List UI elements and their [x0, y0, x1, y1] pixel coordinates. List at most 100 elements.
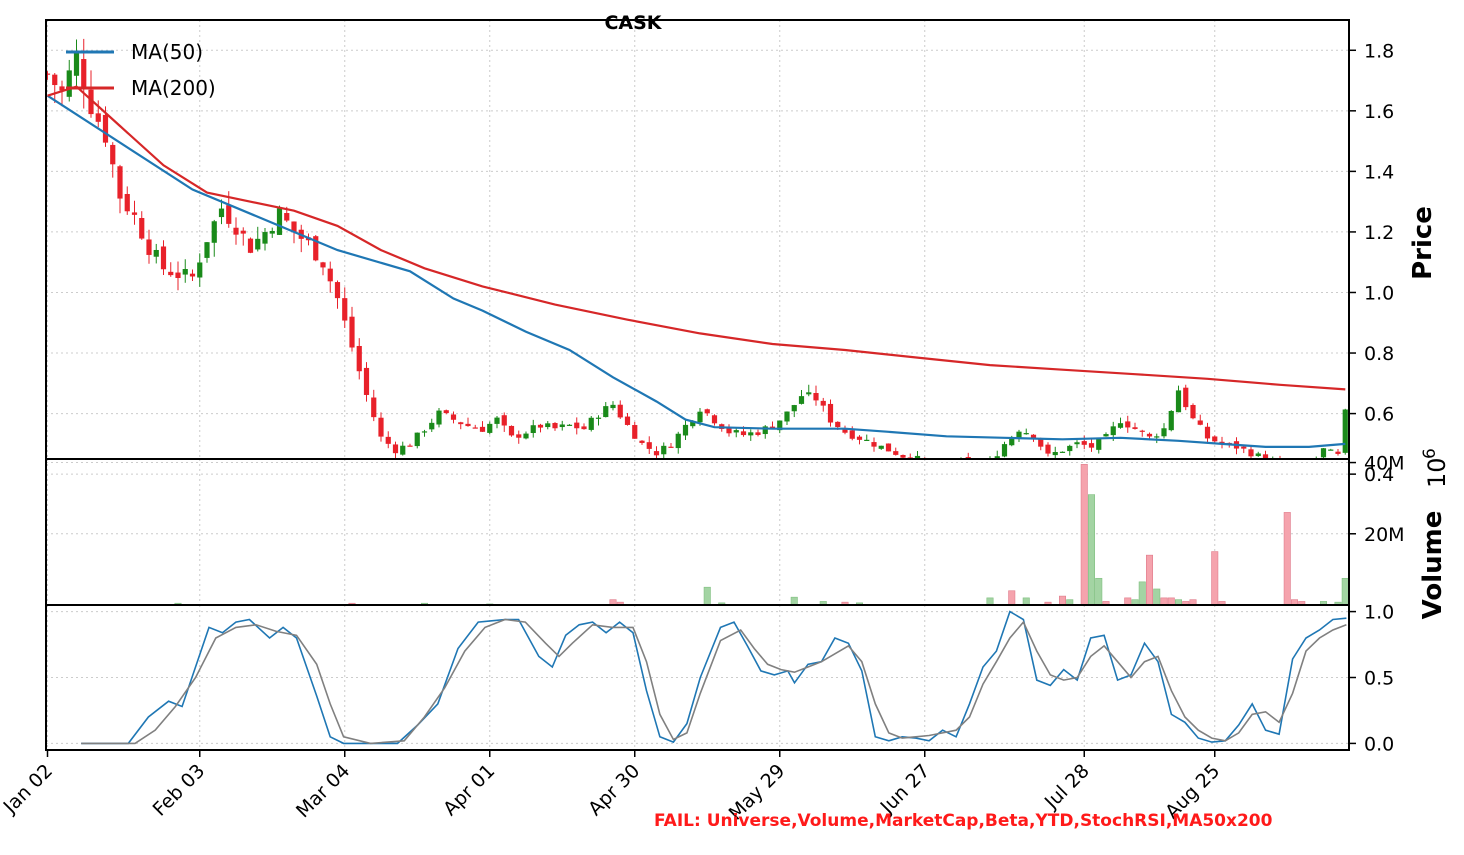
- candle-body: [726, 427, 732, 434]
- candle-body: [1197, 420, 1203, 425]
- candle-body: [1335, 451, 1341, 454]
- candle-body: [59, 86, 65, 91]
- candle-body: [371, 397, 377, 418]
- candle-body: [835, 421, 841, 428]
- candle-body: [197, 262, 203, 278]
- candle-body: [1320, 448, 1327, 458]
- candle-body: [95, 113, 101, 122]
- legend-label-ma50: MA(50): [131, 40, 203, 64]
- candle-body: [1154, 436, 1160, 438]
- fail-annotation: FAIL: Universe,Volume,MarketCap,Beta,YTD…: [654, 811, 1273, 831]
- candle-body: [1190, 404, 1196, 419]
- price-tick-label: 0.6: [1364, 404, 1394, 426]
- candle-body: [146, 239, 152, 255]
- candle-body: [958, 459, 963, 468]
- candle-body: [552, 422, 558, 429]
- candle-body: [711, 415, 718, 424]
- candle-body: [595, 417, 602, 419]
- candle-body: [175, 272, 181, 279]
- volume-bar: [1138, 581, 1146, 606]
- candle-body: [269, 230, 275, 234]
- candle-body: [1219, 441, 1225, 444]
- candle-body: [276, 208, 283, 235]
- candle-body: [1023, 433, 1029, 435]
- candle-body: [1081, 441, 1087, 445]
- x-tick-label: Jan 02: [0, 760, 57, 818]
- candle-body: [320, 262, 326, 268]
- stochrsi-tick-label: 1.0: [1364, 602, 1394, 624]
- candle-body: [313, 236, 319, 261]
- candle-body: [363, 367, 370, 395]
- candle-body: [1139, 430, 1145, 432]
- candle-body: [740, 431, 747, 436]
- candle-body: [1314, 459, 1319, 468]
- candle-body: [479, 426, 486, 432]
- candle-body: [392, 444, 399, 454]
- stochrsi-d-line: [81, 618, 1347, 745]
- volume-bar: [1080, 464, 1088, 606]
- volume-bar: [986, 597, 994, 606]
- candle-body: [429, 422, 435, 430]
- ma200-line: [47, 85, 1346, 391]
- candle-body: [1052, 452, 1058, 456]
- candle-body: [88, 89, 94, 115]
- candlesticks: [46, 38, 1348, 468]
- candle-body: [1306, 466, 1311, 467]
- volume-bar: [703, 586, 711, 606]
- candle-body: [610, 404, 616, 409]
- candle-body: [559, 424, 565, 428]
- candle-body: [1125, 421, 1131, 428]
- candle-body: [400, 445, 406, 455]
- x-tick-label: Feb 03: [149, 760, 210, 821]
- volume-offset-base: 10: [1423, 457, 1451, 488]
- volume-offset-exponent: 6: [1420, 448, 1440, 459]
- candle-body: [240, 230, 246, 234]
- volume-panel: [174, 464, 1349, 606]
- candle-body: [820, 400, 826, 406]
- candle-body: [1117, 423, 1124, 428]
- candle-body: [465, 423, 471, 427]
- candle-body: [1088, 443, 1095, 448]
- candle-body: [1132, 427, 1138, 429]
- candle-body: [284, 213, 290, 221]
- candle-body: [189, 273, 196, 277]
- candle-body: [1183, 387, 1189, 408]
- candle-body: [994, 456, 1000, 459]
- candle-body: [1262, 454, 1269, 459]
- candle-body: [784, 411, 790, 422]
- x-tick-label: Apr 30: [584, 760, 644, 820]
- price-tick-label: 1.4: [1364, 161, 1394, 183]
- candle-body: [914, 455, 921, 459]
- candle-body: [661, 445, 667, 455]
- stochrsi-tick-label: 0.0: [1364, 733, 1394, 755]
- x-tick-label: Mar 04: [292, 760, 354, 822]
- candle-body: [856, 436, 863, 440]
- candle-body: [653, 451, 660, 456]
- price-tick-label: 1.2: [1364, 222, 1394, 244]
- candle-body: [1103, 434, 1109, 437]
- candle-body: [537, 424, 544, 428]
- candle-body: [168, 271, 174, 276]
- candle-body: [233, 227, 239, 235]
- candle-body: [668, 446, 674, 448]
- volume-bar: [1160, 597, 1168, 606]
- candle-body: [501, 415, 507, 426]
- x-tick-label: Apr 01: [439, 760, 499, 820]
- candle-body: [226, 205, 232, 224]
- legend-label-ma200: MA(200): [131, 76, 216, 100]
- candle-body: [523, 433, 529, 439]
- candle-body: [255, 238, 261, 250]
- candle-body: [1038, 438, 1044, 447]
- volume-bar: [1022, 597, 1030, 606]
- candle-body: [436, 410, 442, 425]
- candle-body: [1241, 446, 1247, 449]
- candle-body: [646, 442, 652, 449]
- candle-body: [334, 282, 341, 299]
- candle-body: [791, 405, 797, 412]
- ma50-line: [46, 94, 1346, 448]
- candle-body: [160, 246, 167, 270]
- x-tick-label: Jul 28: [1040, 760, 1094, 814]
- candle-body: [102, 114, 109, 143]
- candle-body: [124, 193, 130, 212]
